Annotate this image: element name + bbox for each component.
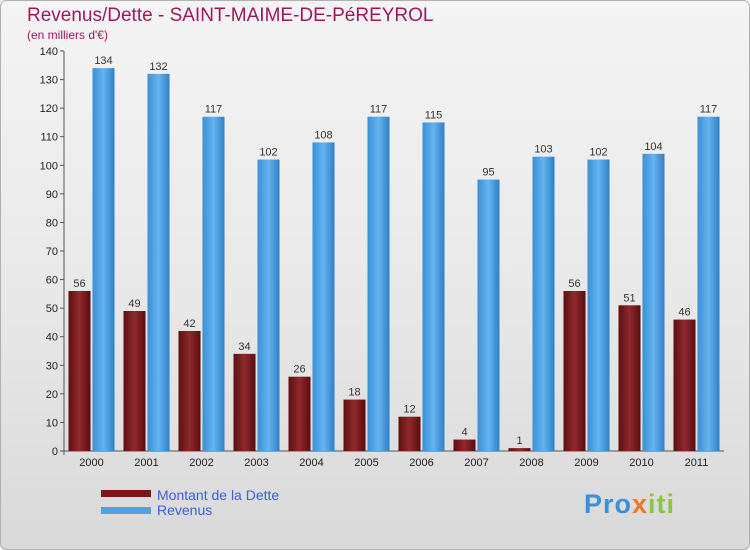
bar-revenus-2011 [697, 116, 720, 451]
data-label-dette-2009: 56 [568, 278, 580, 290]
y-tick-label: 30 [46, 360, 58, 372]
chart-title: Revenus/Dette - SAINT-MAIME-DE-PéREYROL [27, 5, 434, 26]
x-tick-label: 2007 [464, 457, 488, 469]
bar-revenus-2007 [477, 179, 500, 452]
x-tick-label: 2009 [574, 457, 598, 469]
bar-revenus-2002 [202, 116, 225, 451]
y-tick-label: 60 [46, 275, 58, 287]
bar-dette-2010 [618, 305, 641, 451]
bar-dette-2006 [398, 416, 421, 451]
bar-dette-2004 [288, 376, 311, 451]
bar-revenus-2010 [642, 153, 665, 451]
y-tick-label: 10 [46, 417, 58, 429]
data-label-revenus-2001: 132 [149, 61, 167, 73]
data-label-dette-2001: 49 [128, 298, 140, 310]
bar-revenus-2001 [147, 73, 170, 451]
data-label-revenus-2010: 104 [644, 141, 662, 153]
y-tick-label: 80 [46, 217, 58, 229]
bar-dette-2001 [123, 311, 146, 451]
legend-swatch-dette [101, 490, 151, 497]
y-tick-label: 70 [46, 246, 58, 258]
y-tick-label: 120 [40, 103, 58, 115]
data-label-revenus-2000: 134 [94, 55, 112, 67]
bar-revenus-2009 [587, 159, 610, 452]
y-tick-label: 40 [46, 332, 58, 344]
x-tick-label: 2005 [354, 457, 378, 469]
x-tick-label: 2008 [519, 457, 543, 469]
data-label-revenus-2006: 115 [425, 109, 443, 121]
bar-dette-2005 [343, 399, 366, 451]
bar-dette-2009 [563, 291, 586, 451]
bar-dette-2000 [68, 291, 91, 451]
x-tick-label: 2001 [134, 457, 158, 469]
y-tick-label: 110 [40, 132, 58, 144]
proxiti-logo: Proxiti [584, 489, 676, 519]
y-tick-label: 20 [46, 389, 58, 401]
bar-revenus-2003 [257, 159, 280, 452]
data-label-revenus-2005: 117 [370, 104, 388, 116]
data-label-dette-2007: 4 [461, 427, 467, 439]
y-tick-label: 140 [40, 46, 58, 58]
data-label-dette-2002: 42 [183, 318, 195, 330]
x-tick-label: 2011 [685, 457, 709, 469]
bar-dette-2002 [178, 331, 201, 451]
legend-label-revenus: Revenus [157, 502, 213, 518]
x-tick-label: 2004 [299, 457, 323, 469]
bar-revenus-2000 [92, 68, 115, 452]
data-label-revenus-2008: 103 [534, 144, 552, 156]
data-label-dette-2006: 12 [403, 404, 415, 416]
bar-revenus-2006 [422, 122, 445, 451]
data-label-revenus-2007: 95 [482, 167, 494, 179]
legend-label-dette: Montant de la Dette [157, 487, 280, 503]
data-label-revenus-2004: 108 [314, 129, 332, 141]
bar-dette-2011 [673, 319, 696, 451]
data-label-revenus-2009: 102 [589, 147, 607, 159]
data-label-revenus-2002: 117 [205, 104, 223, 116]
data-label-dette-2000: 56 [73, 278, 85, 290]
data-label-dette-2003: 34 [238, 341, 250, 353]
y-tick-label: 130 [40, 75, 58, 87]
data-label-dette-2005: 18 [348, 387, 360, 399]
y-tick-label: 100 [40, 160, 58, 172]
legend-swatch-revenus [101, 507, 151, 514]
x-tick-label: 2006 [409, 457, 433, 469]
data-label-dette-2008: 1 [516, 435, 522, 447]
bar-dette-2008 [508, 448, 531, 451]
x-tick-label: 2010 [629, 457, 653, 469]
data-label-revenus-2011: 117 [700, 104, 718, 116]
x-tick-label: 2003 [244, 457, 268, 469]
data-label-dette-2011: 46 [678, 307, 690, 319]
data-label-dette-2004: 26 [293, 364, 305, 376]
chart-subtitle: (en milliers d'€) [27, 28, 108, 42]
bar-revenus-2008 [532, 156, 555, 451]
bar-dette-2007 [453, 439, 476, 451]
bar-revenus-2005 [367, 116, 390, 451]
data-label-dette-2010: 51 [623, 292, 635, 304]
y-tick-label: 0 [52, 446, 58, 458]
y-tick-label: 50 [46, 303, 58, 315]
bar-dette-2003 [233, 353, 256, 451]
x-tick-label: 2000 [79, 457, 103, 469]
data-label-revenus-2003: 102 [259, 147, 277, 159]
y-tick-label: 90 [46, 189, 58, 201]
bar-revenus-2004 [312, 142, 335, 451]
x-tick-label: 2002 [189, 457, 213, 469]
